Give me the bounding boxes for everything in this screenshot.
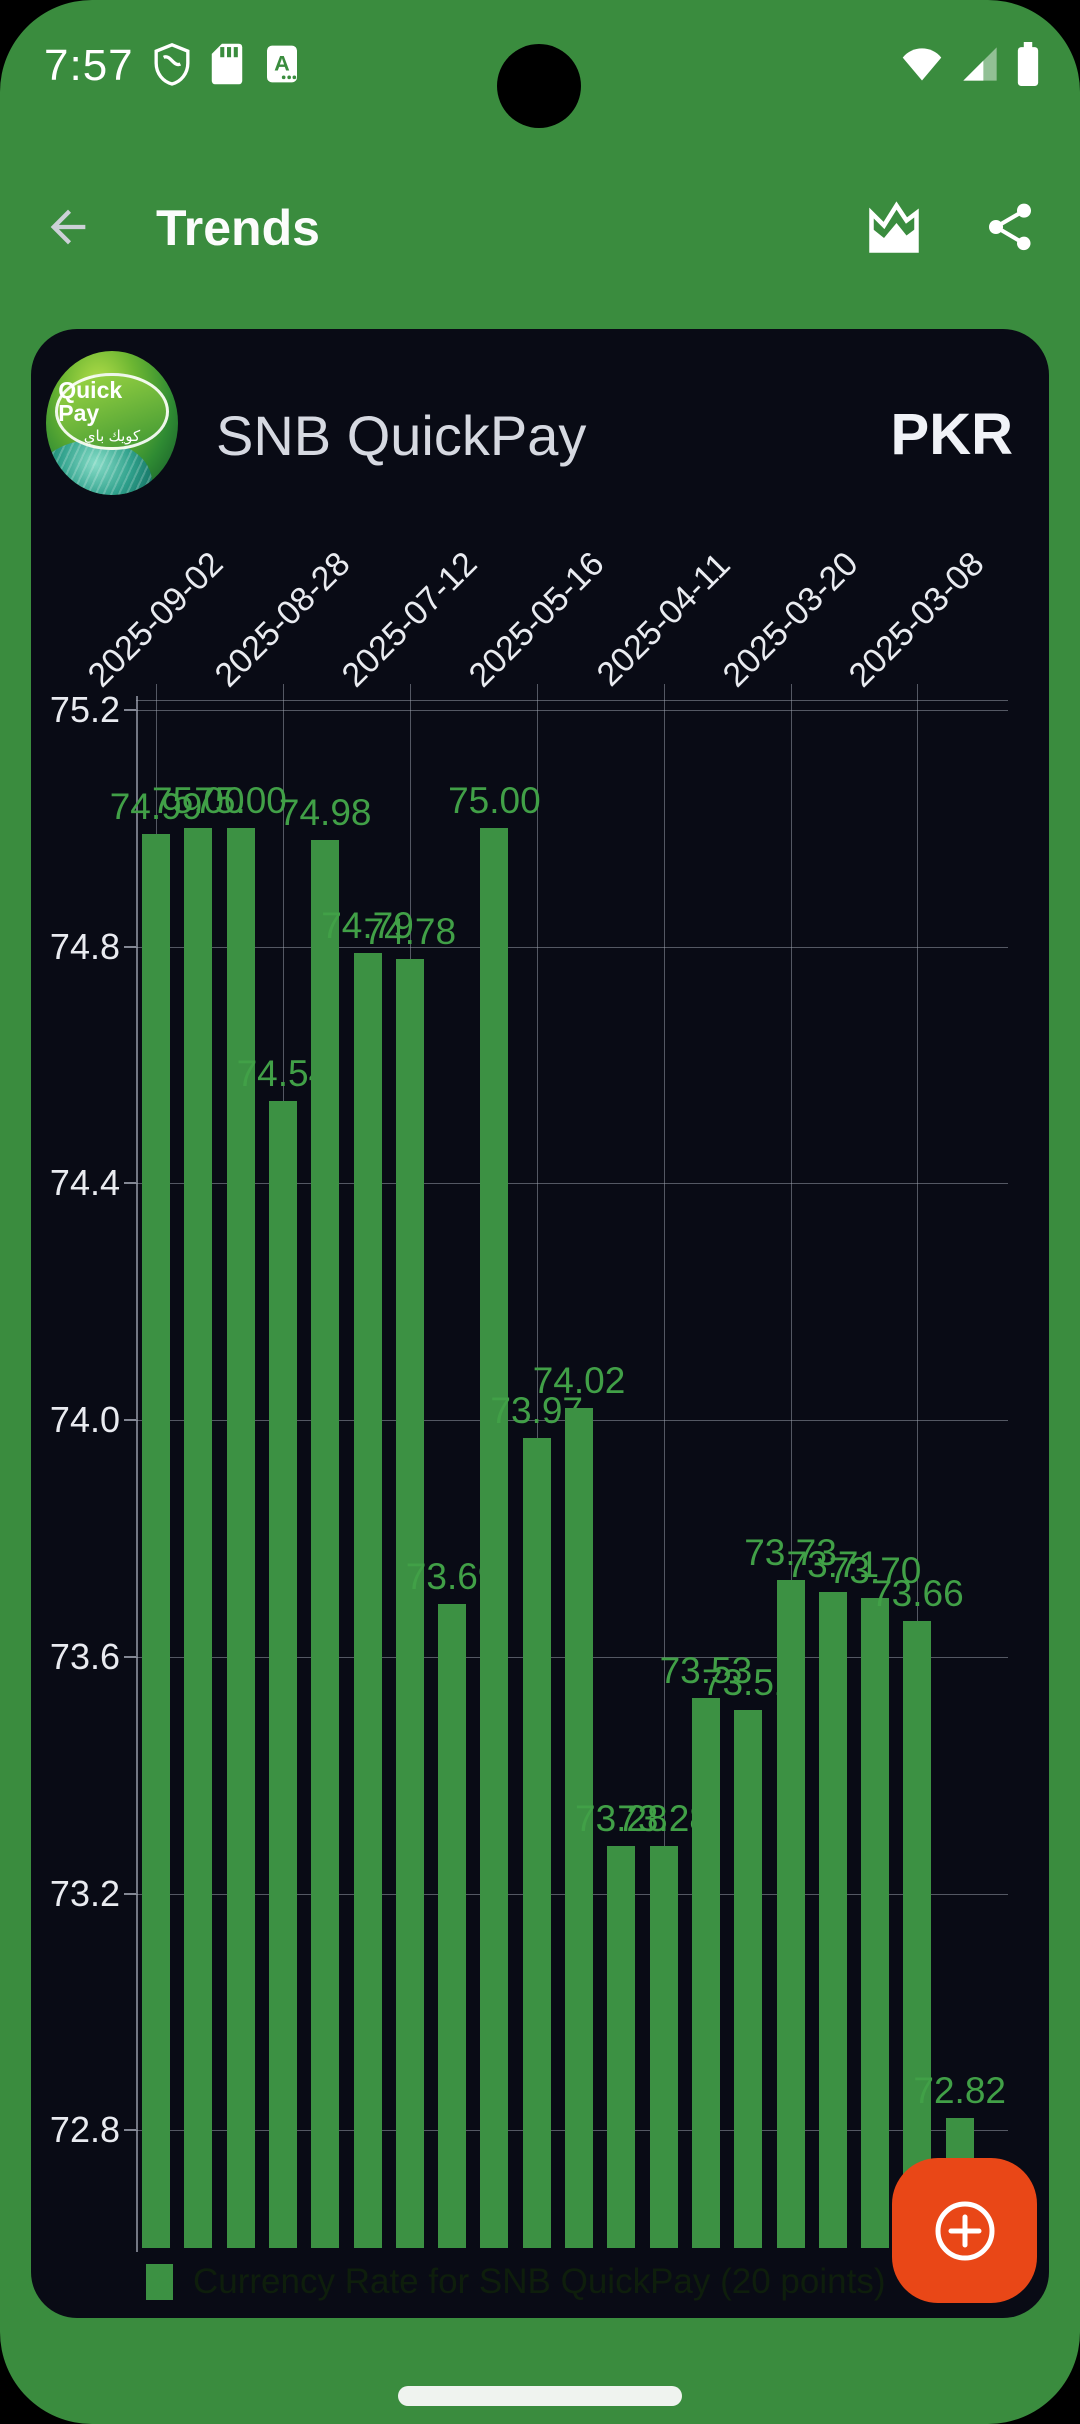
currency-code: PKR	[890, 402, 1013, 467]
x-axis-date-label: 2025-07-12	[334, 544, 485, 695]
y-axis-tick	[124, 945, 136, 948]
bar-value-label: 73.73	[744, 1531, 837, 1573]
bar[interactable]	[903, 1621, 932, 2248]
y-axis-label: 72.8	[49, 2109, 120, 2151]
bar[interactable]	[395, 958, 424, 2248]
v-gridline	[663, 684, 665, 2248]
wifi-icon	[900, 45, 944, 88]
bar-value-label: 75.00	[194, 780, 287, 822]
y-axis-tick	[124, 2129, 136, 2132]
trend-card: Quick Pay كويك باي SNB QuickPay PKR 75.2…	[31, 329, 1049, 2318]
y-axis-line	[136, 696, 138, 2252]
y-axis-label: 73.2	[49, 1872, 120, 1914]
x-axis-date-label: 2025-05-16	[461, 544, 612, 695]
status-bar: 7:57 A	[44, 34, 1040, 98]
bar-value-label: 73.71	[786, 1543, 880, 1585]
home-indicator[interactable]	[398, 2386, 682, 2406]
y-axis-tick	[124, 1419, 136, 1422]
logo-badge: Quick Pay كويك باي	[55, 372, 169, 451]
bar-value-label: 73.28	[575, 1798, 668, 1840]
x-axis-date-label: 2025-03-08	[842, 544, 992, 695]
legend-label: Currency Rate for SNB QuickPay (20 point…	[193, 2262, 886, 2301]
logo-title: Quick Pay	[58, 376, 123, 426]
bar[interactable]	[861, 1597, 890, 2248]
bar[interactable]	[184, 828, 213, 2248]
area-chart-icon	[869, 201, 919, 253]
logo-globe	[46, 440, 152, 495]
x-axis-date-label: 2025-08-28	[207, 544, 358, 695]
bar[interactable]	[311, 840, 340, 2248]
x-axis-date-label: 2025-09-02	[80, 544, 231, 695]
bar[interactable]	[226, 828, 255, 2248]
y-axis-label: 74.8	[49, 925, 120, 967]
signal-icon	[960, 44, 1000, 89]
bar-value-label: 74.98	[278, 792, 372, 834]
x-axis-date-label: 2025-03-20	[715, 544, 866, 695]
bar[interactable]	[607, 1846, 636, 2248]
h-gridline	[136, 710, 1008, 711]
back-arrow-icon	[50, 209, 86, 244]
bar[interactable]	[353, 952, 382, 2248]
legend-swatch	[146, 2264, 173, 2300]
bar[interactable]	[649, 1846, 678, 2248]
bar[interactable]	[142, 834, 170, 2248]
bar[interactable]	[818, 1591, 847, 2248]
bar-chart: 75.2 74.8 74.4 74.0 73.6 73.2 72.8 2025-09-02 20…	[50, 545, 1008, 2252]
bar[interactable]	[734, 1710, 763, 2248]
bar-value-label: 74.79	[321, 904, 414, 946]
shield-icon	[152, 41, 192, 92]
page-title: Trends	[156, 200, 320, 256]
y-axis-tick	[124, 1892, 136, 1895]
share-button[interactable]	[980, 198, 1040, 258]
battery-icon	[1016, 41, 1040, 91]
v-gridline	[790, 684, 792, 2248]
provider-name: SNB QuickPay	[216, 404, 587, 467]
status-time: 7:57	[44, 41, 134, 90]
bar-value-label: 75.00	[448, 780, 541, 822]
bar-value-label: 74.02	[532, 1360, 626, 1402]
bar[interactable]	[438, 1603, 467, 2248]
h-gridline	[136, 946, 1008, 948]
bar-value-label: 73.66	[871, 1573, 964, 1615]
camera-cutout	[497, 44, 581, 128]
area-chart-button[interactable]	[864, 198, 924, 258]
v-gridline	[917, 684, 919, 2248]
x-axis-date-label: 2025-04-11	[589, 545, 738, 694]
app-bar: Trends	[40, 180, 1040, 276]
sd-card-icon	[210, 42, 244, 91]
y-axis-label: 74.4	[49, 1162, 120, 1204]
bar[interactable]	[268, 1100, 297, 2248]
y-axis-tick	[124, 1182, 136, 1185]
y-axis-tick	[124, 1655, 136, 1658]
bar[interactable]	[691, 1698, 720, 2248]
plus-circle-icon	[935, 2201, 994, 2260]
bar-value-label: 74.99	[109, 786, 203, 828]
bar[interactable]	[776, 1579, 805, 2248]
bar-value-label: 74.78	[363, 910, 457, 952]
bar[interactable]	[522, 1437, 551, 2248]
quickpay-logo: Quick Pay كويك باي	[46, 351, 178, 495]
h-gridline	[136, 1183, 1008, 1185]
bar[interactable]	[565, 1408, 593, 2248]
y-axis-tick	[124, 709, 136, 711]
chart-legend: Currency Rate for SNB QuickPay (20 point…	[146, 2262, 885, 2302]
share-icon	[989, 203, 1031, 250]
y-axis-label: 75.2	[49, 689, 120, 730]
letter-a-icon: A	[262, 42, 302, 91]
plot-top-border	[136, 700, 1008, 701]
bar-value-label: 75.00	[152, 780, 245, 822]
svg-text:A: A	[274, 50, 290, 75]
bar[interactable]	[480, 828, 509, 2248]
y-axis-label: 73.6	[49, 1635, 120, 1677]
bar-value-label: 73.53	[659, 1650, 753, 1692]
back-button[interactable]	[40, 200, 96, 256]
bar-value-label: 72.82	[913, 2070, 1006, 2112]
add-button[interactable]	[892, 2158, 1037, 2303]
logo-subtitle: كويك باي	[83, 427, 141, 445]
y-axis-label: 74.0	[49, 1399, 120, 1441]
bar-value-label: 73.70	[828, 1549, 922, 1591]
